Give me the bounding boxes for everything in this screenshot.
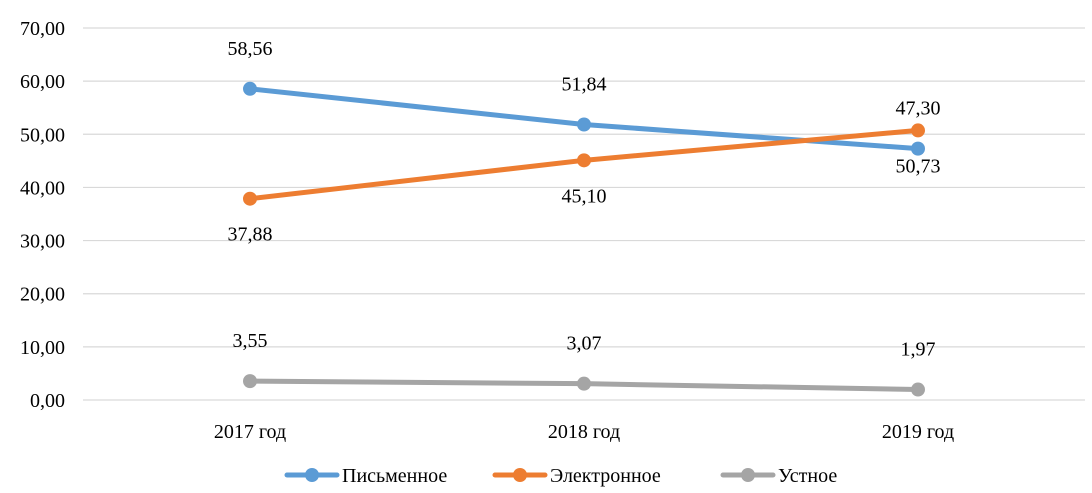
y-tick-label: 60,00 xyxy=(20,71,65,93)
series-layer xyxy=(243,81,925,397)
x-axis: 2017 год 2018 год 2019 год xyxy=(214,421,954,443)
y-tick-label: 0,00 xyxy=(30,390,65,412)
y-tick-label: 20,00 xyxy=(20,284,65,306)
data-label: 50,73 xyxy=(896,155,941,177)
gridlines xyxy=(83,27,1085,401)
data-point xyxy=(243,374,257,389)
x-tick-label: 2018 год xyxy=(548,421,620,443)
data-label: 37,88 xyxy=(228,224,273,246)
x-tick-label: 2017 год xyxy=(214,421,286,443)
data-label: 3,55 xyxy=(233,330,268,352)
y-tick-label: 50,00 xyxy=(20,124,65,146)
data-point xyxy=(911,382,925,397)
data-point xyxy=(577,117,591,132)
legend-swatch-marker xyxy=(513,468,527,482)
y-tick-label: 70,00 xyxy=(20,18,65,40)
data-label: 58,56 xyxy=(228,38,273,60)
data-label: 47,30 xyxy=(896,98,941,120)
data-label: 3,07 xyxy=(567,333,602,355)
legend-label: Письменное xyxy=(342,465,447,487)
data-labels: 58,56 51,84 47,30 37,88 45,10 50,73 3,55 3,07 1,… xyxy=(228,38,941,361)
y-tick-label: 30,00 xyxy=(20,231,65,253)
y-tick-label: 40,00 xyxy=(20,177,65,199)
data-label: 51,84 xyxy=(562,74,607,96)
data-point xyxy=(243,81,257,96)
legend-label: Электронное xyxy=(550,465,661,487)
data-label: 45,10 xyxy=(562,185,607,207)
legend-label: Устное xyxy=(778,465,837,487)
data-point xyxy=(577,376,591,391)
data-label: 1,97 xyxy=(901,339,936,361)
y-tick-label: 10,00 xyxy=(20,337,65,359)
data-point xyxy=(911,123,925,138)
y-axis: 0,00 10,00 20,00 30,00 40,00 50,00 60,00 70,00 xyxy=(20,18,65,412)
legend-swatch-marker xyxy=(741,468,755,482)
data-point xyxy=(911,141,925,156)
data-point xyxy=(243,191,257,206)
data-point xyxy=(577,153,591,168)
legend-swatch-marker xyxy=(305,468,319,482)
legend: Письменное Электронное Устное xyxy=(284,465,837,487)
x-tick-label: 2019 год xyxy=(882,421,954,443)
